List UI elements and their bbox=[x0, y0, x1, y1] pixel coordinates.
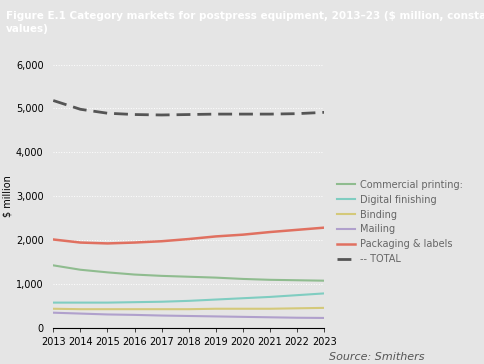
Text: Figure E.1 Category markets for postpress equipment, 2013–23 ($ million, constan: Figure E.1 Category markets for postpres… bbox=[6, 11, 484, 34]
Y-axis label: $ million: $ million bbox=[3, 175, 13, 217]
Text: Source: Smithers: Source: Smithers bbox=[329, 352, 424, 362]
Legend: Commercial printing:, Digital finishing, Binding, Mailing, Packaging & labels, -: Commercial printing:, Digital finishing,… bbox=[337, 180, 463, 264]
